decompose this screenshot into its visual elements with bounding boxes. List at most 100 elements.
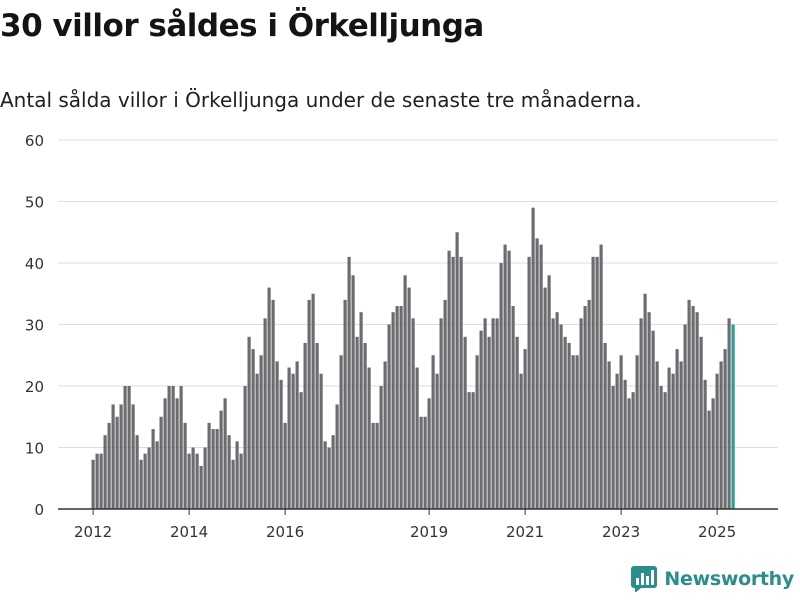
bar (331, 435, 335, 509)
bar (299, 392, 303, 509)
bar (179, 386, 183, 509)
bar (691, 306, 695, 509)
bar (723, 349, 727, 509)
bar (523, 349, 527, 509)
bar (703, 379, 707, 509)
bar (323, 441, 327, 509)
bar (167, 386, 171, 509)
bar (91, 459, 95, 509)
bar (491, 318, 495, 509)
bar (163, 398, 167, 509)
bar (543, 287, 547, 509)
bar (263, 318, 267, 509)
bar (119, 404, 123, 509)
bar (535, 238, 539, 509)
bar (579, 318, 583, 509)
bar (583, 306, 587, 509)
newsworthy-logo: Newsworthy (631, 566, 794, 592)
bar (287, 367, 291, 509)
bar (271, 299, 275, 509)
bar (303, 342, 307, 509)
bar (519, 373, 523, 509)
bar (275, 361, 279, 509)
y-axis: 0 10 20 30 40 50 60 (25, 132, 44, 519)
bar (207, 422, 211, 509)
bar (223, 398, 227, 509)
bar (135, 435, 139, 509)
bar (183, 422, 187, 509)
bar (435, 373, 439, 509)
bar (635, 355, 639, 509)
bar (487, 336, 491, 509)
bar (559, 324, 563, 509)
bar (663, 392, 667, 509)
bar (679, 361, 683, 509)
x-tick-label: 2019 (410, 523, 448, 541)
bar (671, 373, 675, 509)
bar (587, 299, 591, 509)
y-tick-label: 0 (34, 501, 44, 519)
bar (211, 429, 215, 509)
bar (607, 361, 611, 509)
bar (195, 453, 199, 509)
x-tick-label: 2021 (506, 523, 544, 541)
bar (563, 336, 567, 509)
bar (695, 312, 699, 509)
bar (667, 367, 671, 509)
bar (99, 453, 103, 509)
bar (527, 256, 531, 509)
bar (595, 256, 599, 509)
chart-bars (91, 207, 735, 510)
bar (347, 256, 351, 509)
bar (699, 336, 703, 509)
bar (215, 429, 219, 509)
bar (339, 355, 343, 509)
bar (383, 361, 387, 509)
bar (371, 422, 375, 509)
bar-highlight (731, 324, 735, 509)
bar (247, 336, 251, 509)
bar (659, 386, 663, 509)
bar (171, 386, 175, 509)
y-tick-label: 20 (25, 378, 44, 396)
bar (123, 386, 127, 509)
x-axis: 2012 2014 2016 2019 2021 2023 2025 (58, 508, 778, 541)
bar (439, 318, 443, 509)
bar (415, 367, 419, 509)
bar (531, 207, 535, 509)
bar (727, 318, 731, 509)
bar (139, 459, 143, 509)
bar (199, 465, 203, 509)
bar-chart-logo-icon (631, 566, 658, 592)
bar (359, 312, 363, 509)
bar (239, 453, 243, 509)
bar (571, 355, 575, 509)
bar (187, 453, 191, 509)
bar (575, 355, 579, 509)
bar (351, 275, 355, 509)
bar (311, 293, 315, 509)
bar (447, 250, 451, 509)
bar (231, 459, 235, 509)
bar (255, 373, 259, 509)
bar (567, 342, 571, 509)
bar (335, 404, 339, 509)
bar (407, 287, 411, 509)
bar (555, 312, 559, 509)
bar (107, 422, 111, 509)
bar (479, 330, 483, 509)
brand-name: Newsworthy (664, 568, 794, 590)
bar (611, 386, 615, 509)
bar (615, 373, 619, 509)
bar (603, 342, 607, 509)
bar (127, 386, 131, 509)
bar (483, 318, 487, 509)
bar (551, 318, 555, 509)
chart-subtitle: Antal sålda villor i Örkelljunga under d… (0, 88, 642, 112)
bar (115, 416, 119, 509)
y-tick-label: 30 (25, 317, 44, 335)
bar (423, 416, 427, 509)
bar (315, 342, 319, 509)
bar (363, 342, 367, 509)
